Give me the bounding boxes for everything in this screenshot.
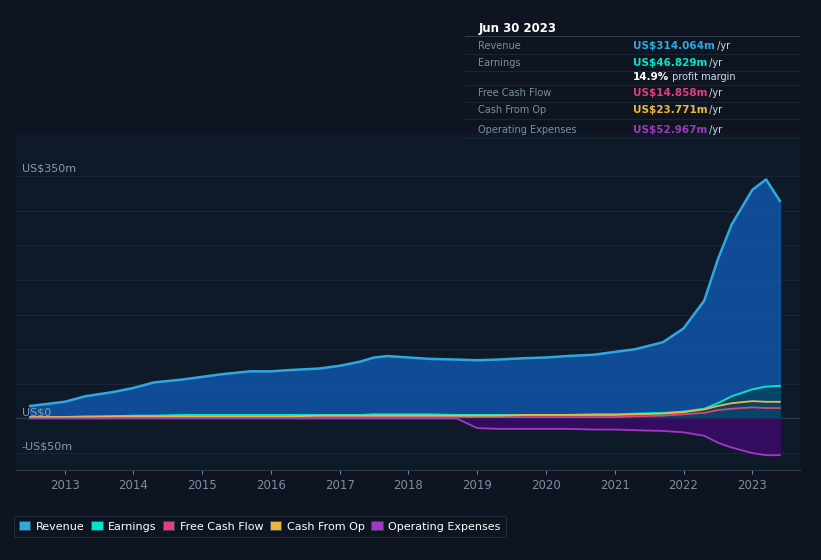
Text: US$14.858m: US$14.858m [632, 88, 707, 99]
Text: 14.9%: 14.9% [632, 72, 669, 82]
Text: US$0: US$0 [22, 407, 51, 417]
Text: US$350m: US$350m [22, 164, 76, 174]
Text: US$52.967m: US$52.967m [632, 125, 707, 135]
Text: Cash From Op: Cash From Op [479, 105, 547, 115]
Legend: Revenue, Earnings, Free Cash Flow, Cash From Op, Operating Expenses: Revenue, Earnings, Free Cash Flow, Cash … [14, 516, 506, 537]
Text: Free Cash Flow: Free Cash Flow [479, 88, 552, 99]
Text: profit margin: profit margin [669, 72, 736, 82]
Text: /yr: /yr [706, 125, 722, 135]
Text: /yr: /yr [713, 41, 730, 51]
Text: Jun 30 2023: Jun 30 2023 [479, 22, 557, 35]
Text: US$46.829m: US$46.829m [632, 58, 707, 68]
Text: Revenue: Revenue [479, 41, 521, 51]
Text: US$23.771m: US$23.771m [632, 105, 707, 115]
Text: /yr: /yr [706, 58, 722, 68]
Text: /yr: /yr [706, 88, 722, 99]
Text: Earnings: Earnings [479, 58, 521, 68]
Text: Operating Expenses: Operating Expenses [479, 125, 577, 135]
Text: /yr: /yr [706, 105, 722, 115]
Text: US$314.064m: US$314.064m [632, 41, 714, 51]
Text: -US$50m: -US$50m [22, 442, 73, 452]
